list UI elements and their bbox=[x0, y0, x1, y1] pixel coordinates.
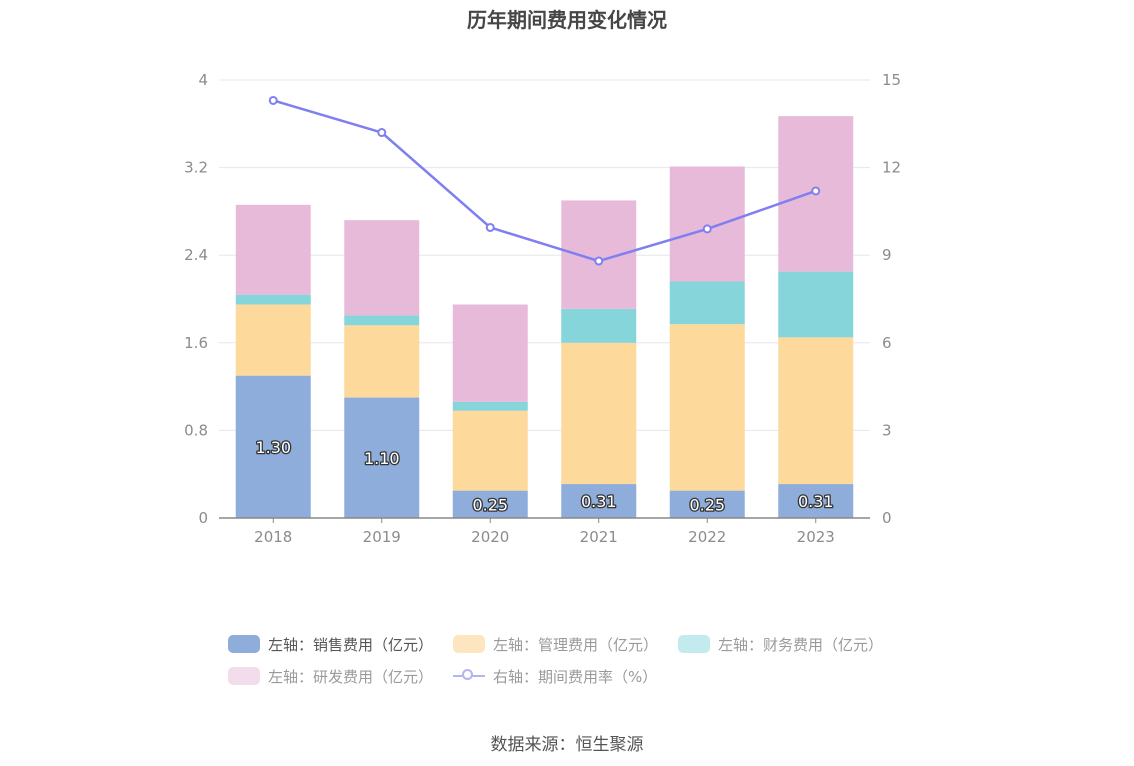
legend-item[interactable]: 左轴：财务费用（亿元） bbox=[678, 634, 883, 655]
legend: 左轴：销售费用（亿元） 左轴：管理费用（亿元） 左轴：财务费用（亿元） 左轴：研发费用… bbox=[228, 630, 928, 694]
y-left-tick-label: 0 bbox=[198, 509, 208, 527]
y-left-tick-label: 2.4 bbox=[184, 246, 208, 264]
bar-sales bbox=[344, 397, 420, 518]
legend-item[interactable]: 左轴：研发费用（亿元） bbox=[228, 666, 433, 687]
rate-line bbox=[272, 99, 817, 263]
bar-sales bbox=[452, 490, 528, 518]
bar-admin bbox=[778, 337, 854, 485]
rate-point bbox=[702, 224, 712, 234]
data-label-sales: 1.10 bbox=[364, 449, 400, 468]
legend-swatch bbox=[228, 635, 260, 653]
bar-admin bbox=[344, 325, 420, 398]
chart-title: 历年期间费用变化情况 bbox=[467, 8, 667, 32]
bar-sales bbox=[235, 375, 311, 518]
x-tick-label: 2023 bbox=[797, 528, 835, 546]
legend-row: 左轴：销售费用（亿元） 左轴：管理费用（亿元） 左轴：财务费用（亿元） bbox=[228, 630, 928, 658]
y-right-tick-label: 6 bbox=[882, 334, 892, 352]
legend-label: 左轴：管理费用（亿元） bbox=[493, 635, 659, 654]
y-left-tick-label: 4 bbox=[198, 71, 208, 89]
bar-finance bbox=[669, 281, 745, 325]
legend-item[interactable]: 左轴：销售费用（亿元） bbox=[228, 634, 433, 655]
legend-swatch bbox=[228, 667, 260, 685]
bar-rd bbox=[561, 200, 637, 309]
legend-item[interactable]: 右轴：期间费用率（%） bbox=[453, 666, 657, 687]
x-tick-label: 2019 bbox=[363, 528, 401, 546]
bar-sales bbox=[778, 484, 854, 518]
legend-label: 右轴：期间费用率（%） bbox=[493, 667, 658, 686]
legend-item[interactable]: 左轴：管理费用（亿元） bbox=[453, 634, 658, 655]
bar-finance bbox=[778, 271, 854, 338]
data-label-sales: 0.31 bbox=[581, 492, 617, 511]
data-source-note: 数据来源：恒生聚源 bbox=[490, 735, 644, 755]
x-tick-label: 2018 bbox=[254, 528, 292, 546]
rate-point bbox=[268, 95, 278, 105]
rate-point bbox=[485, 222, 495, 232]
y-right-tick-label: 9 bbox=[882, 246, 892, 264]
y-right-tick-label: 12 bbox=[882, 159, 901, 177]
legend-swatch bbox=[678, 635, 711, 653]
chart-area: 0 0.8 1.6 2.4 3.2 4 0 3 6 9 12 15 2018 2019 2020 2021 20… bbox=[184, 71, 901, 546]
bar-admin bbox=[561, 342, 637, 485]
data-label-sales: 0.25 bbox=[689, 495, 725, 514]
bar-finance bbox=[344, 315, 420, 326]
legend-label: 左轴：销售费用（亿元） bbox=[268, 635, 434, 654]
data-label-sales: 1.30 bbox=[255, 438, 291, 457]
data-label-sales: 0.25 bbox=[472, 495, 508, 514]
bar-admin bbox=[235, 304, 311, 376]
bar-finance bbox=[235, 294, 311, 305]
y-right-tick-label: 3 bbox=[882, 421, 892, 439]
y-left-tick-label: 1.6 bbox=[184, 334, 208, 352]
x-tick-label: 2021 bbox=[580, 528, 618, 546]
bar-finance bbox=[561, 308, 637, 343]
bar-sales bbox=[561, 484, 637, 518]
x-tick-label: 2022 bbox=[688, 528, 726, 546]
rate-point bbox=[377, 128, 387, 138]
bar-rd bbox=[344, 220, 420, 316]
bar-finance bbox=[452, 401, 528, 411]
bar-rd bbox=[669, 166, 745, 282]
rate-point bbox=[594, 256, 604, 266]
y-left-tick-label: 0.8 bbox=[184, 421, 208, 439]
legend-swatch bbox=[453, 635, 486, 653]
rate-point bbox=[811, 186, 821, 196]
legend-label: 左轴：研发费用（亿元） bbox=[268, 667, 434, 686]
legend-row: 左轴：研发费用（亿元） 右轴：期间费用率（%） bbox=[228, 662, 928, 690]
bar-rd bbox=[235, 204, 311, 295]
bar-rd bbox=[452, 304, 528, 402]
y-right-tick-label: 15 bbox=[882, 71, 901, 89]
legend-swatch bbox=[453, 667, 486, 685]
legend-label: 左轴：财务费用（亿元） bbox=[718, 635, 884, 654]
bar-admin bbox=[669, 324, 745, 491]
bar-admin bbox=[452, 410, 528, 491]
bar-sales bbox=[669, 490, 745, 518]
data-label-sales: 0.31 bbox=[798, 492, 834, 511]
y-left-tick-label: 3.2 bbox=[184, 159, 208, 177]
x-tick-label: 2020 bbox=[471, 528, 509, 546]
y-right-tick-label: 0 bbox=[882, 509, 892, 527]
